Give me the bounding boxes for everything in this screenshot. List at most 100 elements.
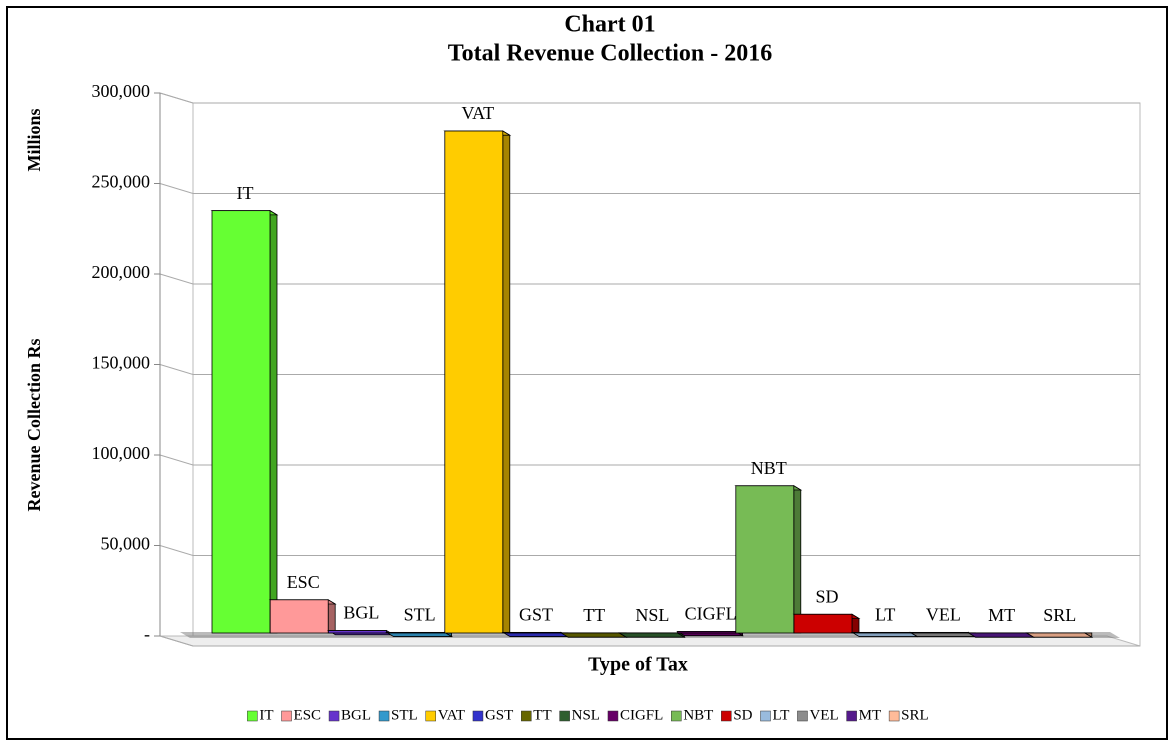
bar [326, 629, 395, 636]
legend-label: STL [391, 707, 418, 723]
legend-item: CIGFL [607, 707, 663, 723]
legend-label: CIGFL [620, 707, 663, 723]
chart-subtitle: Total Revenue Collection - 2016 [448, 41, 772, 67]
grid-line [159, 454, 1140, 466]
legend-item: STL [378, 707, 418, 723]
bar [676, 630, 745, 637]
y-tick-label: 250,000 [92, 172, 151, 192]
chart-title: Chart 01 [564, 12, 655, 38]
bar [617, 632, 686, 638]
data-label: BGL [343, 603, 379, 623]
legend-item: GST [472, 707, 513, 723]
data-label: SD [815, 586, 838, 606]
legend-label: TT [533, 707, 551, 723]
grid-line [159, 183, 1140, 194]
bar-front [211, 210, 271, 634]
data-label: STL [404, 605, 436, 625]
y-tick-label: 50,000 [101, 534, 151, 554]
legend-item: ESC [281, 707, 322, 723]
bar [967, 632, 1036, 638]
legend-swatch [425, 710, 436, 722]
grid-line [159, 545, 1140, 556]
y-axis-label: Revenue Collection Rs [24, 339, 44, 512]
grid-line [159, 273, 1140, 285]
bar-side [269, 209, 278, 634]
grid-line [159, 364, 1140, 375]
y-tick-label: 200,000 [92, 262, 151, 282]
legend-swatch [721, 710, 732, 722]
legend-swatch [247, 710, 258, 722]
legend-label: LT [773, 707, 790, 723]
data-label: NSL [635, 605, 669, 625]
legend-label: SRL [901, 707, 929, 723]
plot-area: - 50,000 100,000 150,000 200,000 250,000 300,0… [92, 81, 1141, 647]
legend-label: NSL [572, 707, 600, 723]
y-tick-label: - [144, 624, 150, 644]
data-label: GST [519, 605, 553, 625]
data-label: VAT [461, 103, 494, 123]
legend-swatch [671, 710, 682, 722]
bar [268, 599, 337, 634]
bar-side [793, 485, 802, 634]
legend-label: VAT [438, 707, 465, 723]
data-label: ESC [287, 572, 320, 592]
bar [559, 632, 628, 638]
bar-top [1025, 632, 1094, 638]
y-unit-label: Millions [24, 108, 44, 171]
bar-front [444, 130, 504, 634]
legend-swatch [521, 710, 532, 722]
legend-swatch [760, 710, 771, 722]
legend-swatch [378, 710, 390, 722]
bar-top [967, 632, 1036, 638]
grid-line [159, 635, 1140, 647]
data-label: IT [237, 183, 254, 203]
legend-item: BGL [328, 707, 371, 723]
y-tick-label: 150,000 [92, 353, 151, 373]
bar [792, 613, 861, 634]
bar-front [502, 631, 562, 634]
legend-label: NBT [683, 707, 713, 723]
legend-swatch [281, 710, 292, 722]
legend-item: LT [760, 707, 790, 723]
data-label: NBT [751, 458, 787, 478]
legend-item: IT [247, 707, 274, 723]
legend-swatch [846, 710, 857, 722]
bar [850, 631, 919, 638]
data-label: LT [875, 605, 895, 625]
data-label: SRL [1043, 605, 1076, 625]
bar [501, 631, 570, 638]
data-label: TT [583, 605, 605, 625]
legend-label: MT [859, 707, 882, 723]
legend-label: ESC [294, 707, 322, 723]
bar-top [559, 632, 628, 638]
bar [385, 631, 454, 638]
legend-swatch [888, 710, 900, 722]
legend: IT ESC BGL STL VAT GST TT NSL CIGFL NBT SD LT VEL MT S… [247, 707, 929, 723]
bar [734, 485, 803, 634]
data-label: CIGFL [685, 604, 737, 624]
legend-swatch [472, 710, 484, 722]
legend-item: SD [721, 707, 753, 723]
legend-item: NBT [671, 707, 713, 723]
legend-item: VAT [425, 707, 465, 723]
bar [443, 130, 512, 634]
bar [210, 209, 279, 634]
bar-front [327, 630, 387, 634]
legend-swatch [559, 710, 570, 722]
bar-front [386, 631, 446, 634]
legend-label: SD [733, 707, 752, 723]
legend-label: IT [259, 707, 273, 723]
legend-label: BGL [341, 707, 371, 723]
grid-line [159, 92, 1140, 104]
bar-front [269, 599, 329, 634]
bar-side [502, 130, 511, 634]
legend-item: TT [521, 707, 552, 723]
y-tick-label: 300,000 [92, 81, 151, 101]
legend-swatch [328, 710, 340, 722]
legend-label: VEL [809, 707, 838, 723]
legend-swatch [797, 710, 808, 722]
data-label: MT [988, 605, 1015, 625]
legend-item: VEL [797, 707, 839, 723]
bar [1025, 632, 1094, 638]
